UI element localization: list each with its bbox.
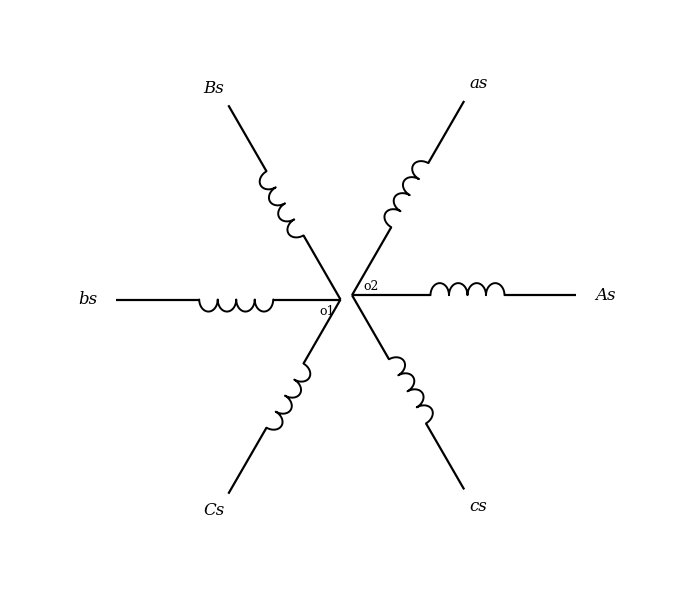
Text: as: as bbox=[469, 75, 488, 92]
Text: cs: cs bbox=[470, 498, 488, 515]
Text: o2: o2 bbox=[363, 280, 379, 293]
Text: o1: o1 bbox=[320, 304, 335, 317]
Text: Cs: Cs bbox=[204, 503, 225, 519]
Text: As: As bbox=[595, 287, 615, 304]
Text: bs: bs bbox=[78, 291, 97, 308]
Text: Bs: Bs bbox=[204, 80, 224, 96]
